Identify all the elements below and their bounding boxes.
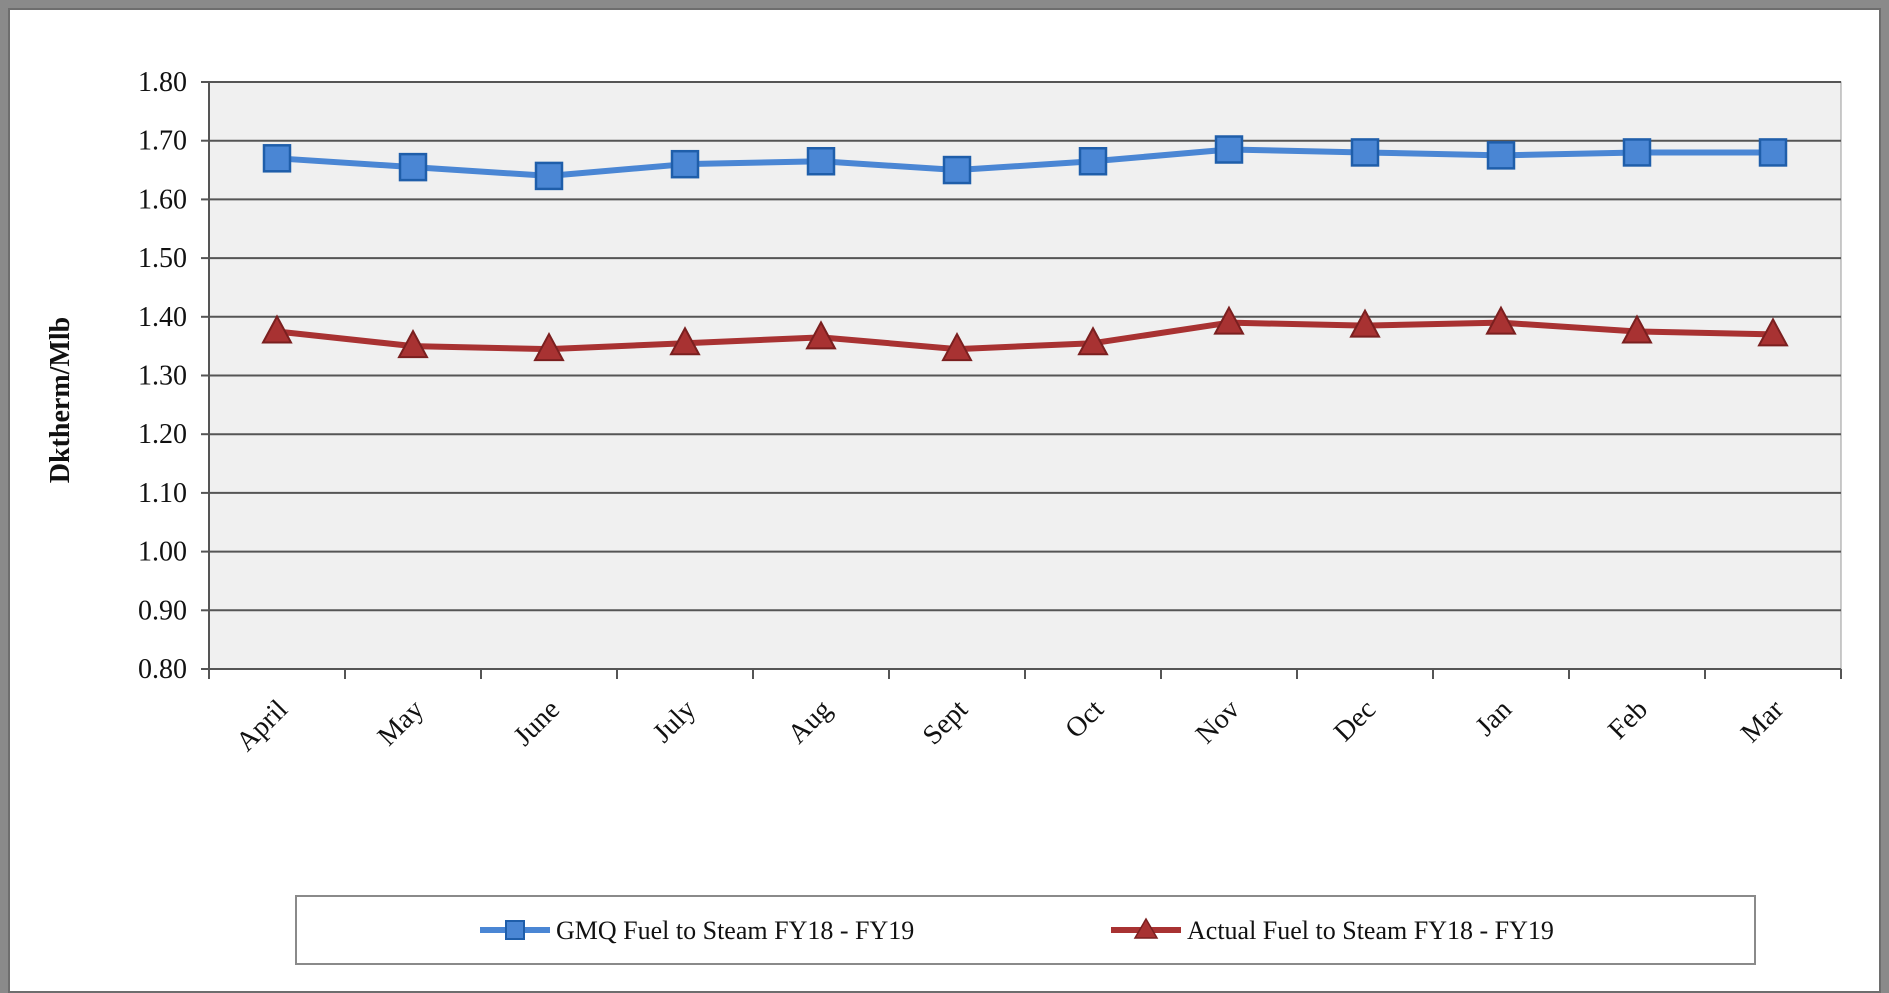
y-tick-label: 1.30 [138, 361, 187, 392]
y-tick-label: 0.90 [138, 595, 187, 626]
legend-label-actual: Actual Fuel to Steam FY18 - FY19 [1187, 916, 1554, 945]
data-point [941, 331, 973, 362]
data-point [1757, 317, 1789, 347]
y-tick-labels: 0.80 0.90 1.00 1.10 1.20 1.30 1.40 1.50 1.60 1.70… [138, 67, 187, 685]
y-tick-label: 1.50 [138, 243, 187, 274]
series-line [276, 146, 1773, 179]
x-tick-label: Nov [1190, 694, 1246, 750]
data-point [1758, 138, 1788, 167]
data-point [805, 320, 837, 350]
data-point [533, 331, 565, 362]
x-tick-label: Jan [1470, 694, 1518, 742]
data-point [1486, 141, 1516, 170]
data-point [397, 329, 429, 359]
series [261, 135, 1789, 362]
legend: GMQ Fuel to Steam FY18 - FY19 Actual Fue… [295, 895, 1756, 965]
axes [201, 81, 1842, 679]
data-point [262, 144, 292, 173]
series-2 [261, 305, 1789, 362]
x-tick-label: June [508, 694, 566, 752]
x-tick-label: May [372, 694, 430, 752]
data-point [1622, 138, 1652, 167]
y-tick-label: 1.40 [138, 302, 187, 333]
data-point [1077, 326, 1109, 356]
y-tick-label: 1.80 [138, 67, 187, 98]
legend-marker-triangle-icon [1133, 917, 1159, 939]
x-tick-labels: April May June July Aug Sept Oct Nov Dec Jan Feb Ma… [230, 694, 1790, 758]
y-tick-label: 1.70 [138, 126, 187, 157]
data-point [261, 314, 293, 344]
data-point [1078, 146, 1108, 176]
data-point [1485, 305, 1517, 335]
y-tick-label: 1.60 [138, 184, 187, 215]
y-tick-label: 1.10 [138, 478, 187, 509]
legend-marker-square-icon [505, 920, 525, 940]
series-line [276, 319, 1774, 353]
data-point [669, 326, 701, 356]
data-point [1349, 308, 1381, 338]
x-tick-label: Oct [1059, 694, 1110, 745]
y-tick-label: 1.20 [138, 419, 187, 450]
data-point [806, 146, 836, 176]
data-point [1213, 305, 1245, 335]
series-1 [262, 135, 1788, 191]
chart-frame: 0.80 0.90 1.00 1.10 1.20 1.30 1.40 1.50 1.60 1.70… [8, 8, 1881, 993]
x-tick-label: Feb [1602, 694, 1654, 746]
data-point [534, 161, 564, 191]
y-tick-label: 0.80 [138, 654, 187, 685]
data-point [1621, 314, 1653, 344]
y-axis-title: Dktherm/Mlb [45, 317, 76, 483]
data-point [670, 149, 700, 179]
legend-label-gmq: GMQ Fuel to Steam FY18 - FY19 [556, 916, 914, 945]
y-tick-label: 1.00 [138, 537, 187, 568]
data-point [1214, 135, 1244, 164]
x-tick-label: July [647, 694, 702, 749]
gridlines [209, 81, 1841, 612]
x-tick-label: Aug [782, 694, 838, 750]
x-tick-label: Dec [1328, 694, 1382, 748]
line-chart: 0.80 0.90 1.00 1.10 1.20 1.30 1.40 1.50 1.60 1.70… [45, 67, 1842, 965]
x-tick-label: Sept [917, 694, 974, 751]
x-tick-label: Mar [1735, 694, 1790, 749]
data-point [942, 155, 972, 185]
data-point [398, 152, 428, 182]
data-point [1350, 138, 1380, 167]
x-tick-label: April [230, 694, 294, 758]
